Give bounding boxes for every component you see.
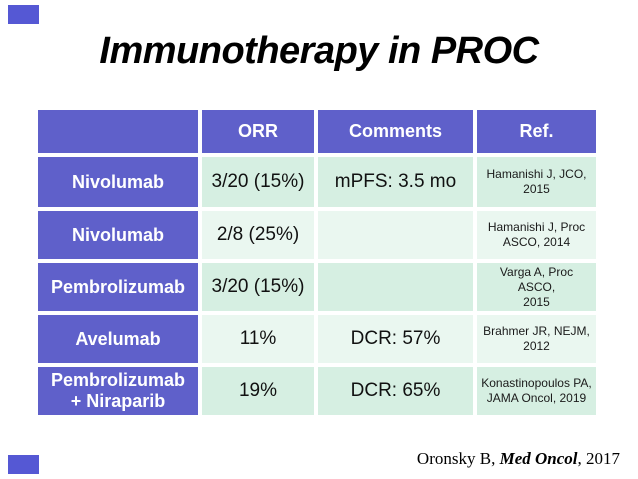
page-title: Immunotherapy in PROC (99, 30, 539, 72)
cell-ref: Konastinopoulos PA, JAMA Oncol, 2019 (477, 367, 596, 415)
column-header-orr: ORR (202, 110, 314, 153)
citation-year: , 2017 (577, 449, 621, 468)
cell-ref: Varga A, Proc ASCO, 2015 (477, 263, 596, 311)
column-header-blank (38, 110, 198, 153)
column-header-ref: Ref. (477, 110, 596, 153)
corner-accent-bottom-left (8, 455, 39, 474)
column-header-comments: Comments (318, 110, 473, 153)
cell-comments: mPFS: 3.5 mo (318, 157, 473, 207)
cell-drug: Nivolumab (38, 211, 198, 259)
results-table: ORR Comments Ref. Nivolumab 3/20 (15%) m… (38, 110, 596, 415)
cell-comments: DCR: 65% (318, 367, 473, 415)
cell-comments: DCR: 57% (318, 315, 473, 363)
citation-author: Oronsky B, (416, 449, 500, 468)
cell-drug: Pembrolizumab + Niraparib (38, 367, 198, 415)
cell-orr: 19% (202, 367, 314, 415)
cell-drug: Nivolumab (38, 157, 198, 207)
corner-accent-top-left (8, 5, 39, 24)
cell-orr: 2/8 (25%) (202, 211, 314, 259)
cell-orr: 11% (202, 315, 314, 363)
cell-ref: Hamanishi J, JCO, 2015 (477, 157, 596, 207)
cell-drug: Avelumab (38, 315, 198, 363)
cell-ref: Brahmer JR, NEJM, 2012 (477, 315, 596, 363)
citation-journal: Med Oncol (499, 449, 578, 468)
cell-comments (318, 263, 473, 311)
cell-ref: Hamanishi J, Proc ASCO, 2014 (477, 211, 596, 259)
cell-orr: 3/20 (15%) (202, 263, 314, 311)
source-citation: Oronsky B, Med Oncol, 2017 (417, 449, 620, 469)
cell-orr: 3/20 (15%) (202, 157, 314, 207)
cell-comments (318, 211, 473, 259)
cell-drug: Pembrolizumab (38, 263, 198, 311)
